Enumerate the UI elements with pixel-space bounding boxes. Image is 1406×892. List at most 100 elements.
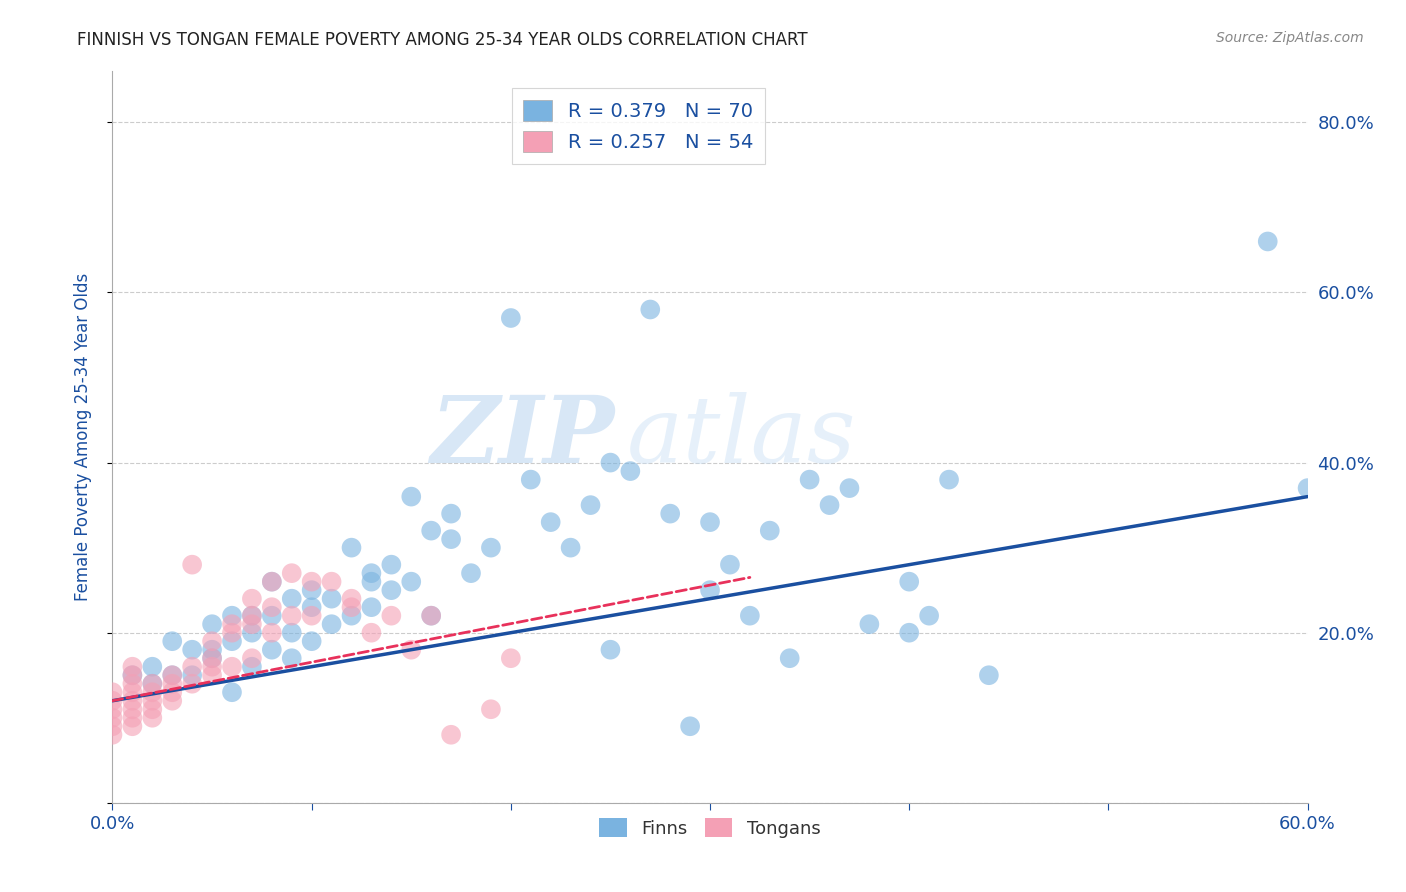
Point	[281, 625, 304, 640]
Point	[101, 719, 124, 733]
Point	[321, 617, 343, 632]
Point	[101, 685, 124, 699]
Point	[240, 608, 263, 623]
Point	[479, 541, 502, 555]
Point	[360, 625, 382, 640]
Point	[440, 532, 463, 546]
Point	[101, 711, 124, 725]
Point	[181, 677, 204, 691]
Point	[121, 668, 143, 682]
Point	[640, 302, 662, 317]
Point	[499, 311, 522, 326]
Point	[221, 634, 243, 648]
Point	[1296, 481, 1319, 495]
Point	[340, 608, 363, 623]
Point	[301, 608, 323, 623]
Point	[401, 642, 423, 657]
Point	[141, 694, 163, 708]
Point	[260, 642, 283, 657]
Text: ZIP: ZIP	[430, 392, 614, 482]
Point	[679, 719, 702, 733]
Point	[898, 625, 921, 640]
Point	[141, 677, 163, 691]
Point	[181, 642, 204, 657]
Point	[838, 481, 860, 495]
Point	[221, 617, 243, 632]
Text: atlas: atlas	[627, 392, 856, 482]
Point	[240, 651, 263, 665]
Point	[260, 608, 283, 623]
Point	[401, 490, 423, 504]
Point	[121, 702, 143, 716]
Point	[121, 677, 143, 691]
Point	[380, 608, 402, 623]
Point	[281, 566, 304, 581]
Point	[659, 507, 682, 521]
Point	[240, 608, 263, 623]
Point	[479, 702, 502, 716]
Point	[560, 541, 582, 555]
Point	[201, 651, 224, 665]
Point	[201, 634, 224, 648]
Point	[121, 685, 143, 699]
Point	[240, 625, 263, 640]
Point	[181, 668, 204, 682]
Legend: Finns, Tongans: Finns, Tongans	[592, 811, 828, 845]
Point	[401, 574, 423, 589]
Point	[121, 719, 143, 733]
Point	[460, 566, 482, 581]
Point	[340, 600, 363, 615]
Point	[201, 617, 224, 632]
Point	[340, 541, 363, 555]
Point	[281, 651, 304, 665]
Point	[260, 625, 283, 640]
Point	[619, 464, 641, 478]
Point	[281, 608, 304, 623]
Point	[759, 524, 782, 538]
Point	[121, 659, 143, 673]
Point	[260, 574, 283, 589]
Point	[738, 608, 761, 623]
Point	[579, 498, 602, 512]
Point	[1257, 235, 1279, 249]
Point	[520, 473, 543, 487]
Point	[201, 651, 224, 665]
Point	[321, 591, 343, 606]
Point	[718, 558, 741, 572]
Point	[440, 507, 463, 521]
Point	[260, 574, 283, 589]
Point	[101, 694, 124, 708]
Point	[162, 668, 183, 682]
Point	[938, 473, 960, 487]
Point	[181, 558, 204, 572]
Point	[162, 685, 183, 699]
Point	[281, 591, 304, 606]
Point	[181, 659, 204, 673]
Point	[260, 600, 283, 615]
Point	[221, 608, 243, 623]
Point	[240, 659, 263, 673]
Point	[221, 685, 243, 699]
Point	[818, 498, 841, 512]
Point	[699, 583, 721, 598]
Point	[141, 659, 163, 673]
Point	[360, 600, 382, 615]
Point	[540, 515, 562, 529]
Point	[201, 659, 224, 673]
Point	[380, 558, 402, 572]
Point	[141, 711, 163, 725]
Point	[141, 702, 163, 716]
Point	[360, 566, 382, 581]
Point	[221, 625, 243, 640]
Point	[599, 642, 621, 657]
Point	[240, 591, 263, 606]
Point	[918, 608, 941, 623]
Point	[499, 651, 522, 665]
Point	[898, 574, 921, 589]
Point	[201, 668, 224, 682]
Y-axis label: Female Poverty Among 25-34 Year Olds: Female Poverty Among 25-34 Year Olds	[73, 273, 91, 601]
Point	[162, 694, 183, 708]
Point	[240, 617, 263, 632]
Point	[121, 668, 143, 682]
Point	[440, 728, 463, 742]
